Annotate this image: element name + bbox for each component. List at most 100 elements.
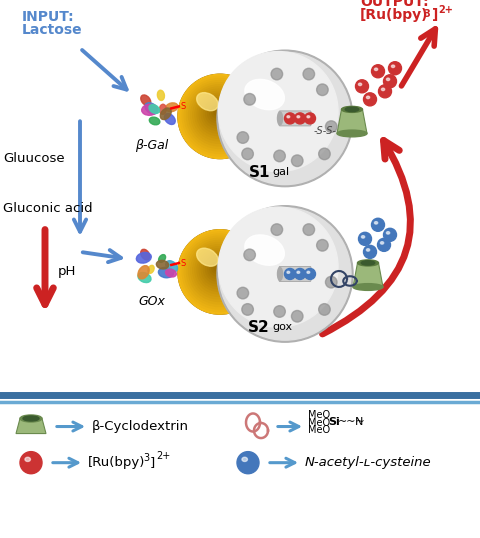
Ellipse shape [166,261,178,272]
Circle shape [242,148,253,160]
Ellipse shape [141,95,151,105]
Circle shape [199,96,237,133]
Circle shape [379,85,392,98]
Circle shape [291,310,303,322]
Ellipse shape [297,116,300,118]
Polygon shape [16,419,46,434]
Ellipse shape [138,266,149,279]
Text: ~~~: ~~~ [338,416,366,427]
Circle shape [208,104,227,123]
Circle shape [388,62,401,75]
Ellipse shape [242,457,248,462]
Circle shape [285,113,296,124]
Circle shape [317,84,328,96]
FancyBboxPatch shape [279,111,311,126]
Circle shape [237,132,249,143]
Circle shape [295,268,305,279]
Circle shape [197,94,239,136]
Ellipse shape [381,242,384,244]
Text: S1: S1 [249,165,270,180]
Circle shape [217,206,353,342]
Circle shape [325,121,337,132]
Ellipse shape [287,271,290,273]
Ellipse shape [287,116,290,118]
Polygon shape [337,109,367,133]
Text: ]: ] [150,456,155,469]
Text: INPUT:: INPUT: [22,10,74,24]
Circle shape [210,106,224,121]
Ellipse shape [374,68,378,70]
Ellipse shape [374,222,378,224]
Text: 3: 3 [423,9,430,19]
Polygon shape [353,263,383,287]
Circle shape [317,239,328,251]
Circle shape [214,266,219,271]
Ellipse shape [245,79,284,110]
Circle shape [212,108,221,118]
Circle shape [271,68,283,80]
Circle shape [193,89,244,141]
Ellipse shape [197,248,218,266]
Text: N-acetyl-ʟ-cysteine: N-acetyl-ʟ-cysteine [305,456,432,469]
Text: 3: 3 [143,452,149,463]
Ellipse shape [166,103,178,112]
Text: Gluconic acid: Gluconic acid [3,202,93,215]
Text: MeO: MeO [308,424,330,435]
Ellipse shape [386,78,390,81]
Text: 2+: 2+ [156,451,170,461]
Circle shape [356,80,369,93]
Ellipse shape [277,112,283,125]
Circle shape [303,224,314,236]
Ellipse shape [145,103,157,114]
Text: GOx: GOx [139,295,166,308]
Ellipse shape [158,267,174,278]
Ellipse shape [345,107,359,111]
Ellipse shape [157,90,165,101]
Text: Si: Si [328,416,340,427]
Circle shape [295,113,305,124]
Circle shape [212,264,221,273]
Circle shape [304,268,315,279]
Circle shape [20,451,42,474]
Text: S: S [180,259,185,267]
Ellipse shape [366,249,370,251]
Circle shape [325,277,337,288]
Circle shape [189,240,249,301]
Circle shape [187,83,252,148]
Text: [Ru(bpy): [Ru(bpy) [360,8,429,22]
Circle shape [319,148,330,160]
Text: MeO: MeO [308,417,330,428]
Text: gox: gox [272,322,292,332]
Text: N: N [355,416,363,427]
Circle shape [218,52,338,172]
Ellipse shape [141,249,150,260]
Circle shape [204,100,231,128]
Ellipse shape [353,284,383,291]
Ellipse shape [138,272,151,282]
Ellipse shape [337,130,367,137]
Circle shape [372,65,384,78]
Ellipse shape [149,104,160,114]
Ellipse shape [245,235,284,265]
Ellipse shape [391,65,395,68]
Circle shape [191,243,247,299]
Ellipse shape [297,271,300,273]
Ellipse shape [166,269,176,277]
Ellipse shape [358,260,379,266]
Ellipse shape [277,267,283,280]
Circle shape [218,207,338,327]
Ellipse shape [160,108,171,119]
Circle shape [217,50,353,187]
Ellipse shape [361,236,365,238]
Circle shape [201,253,234,286]
Text: ]: ] [432,8,438,22]
Circle shape [319,303,330,315]
Ellipse shape [25,457,30,462]
Circle shape [214,110,219,115]
Circle shape [193,245,244,296]
Ellipse shape [164,114,175,124]
Circle shape [384,75,396,88]
Circle shape [359,232,372,245]
Ellipse shape [341,107,362,112]
Text: S2: S2 [248,320,270,335]
